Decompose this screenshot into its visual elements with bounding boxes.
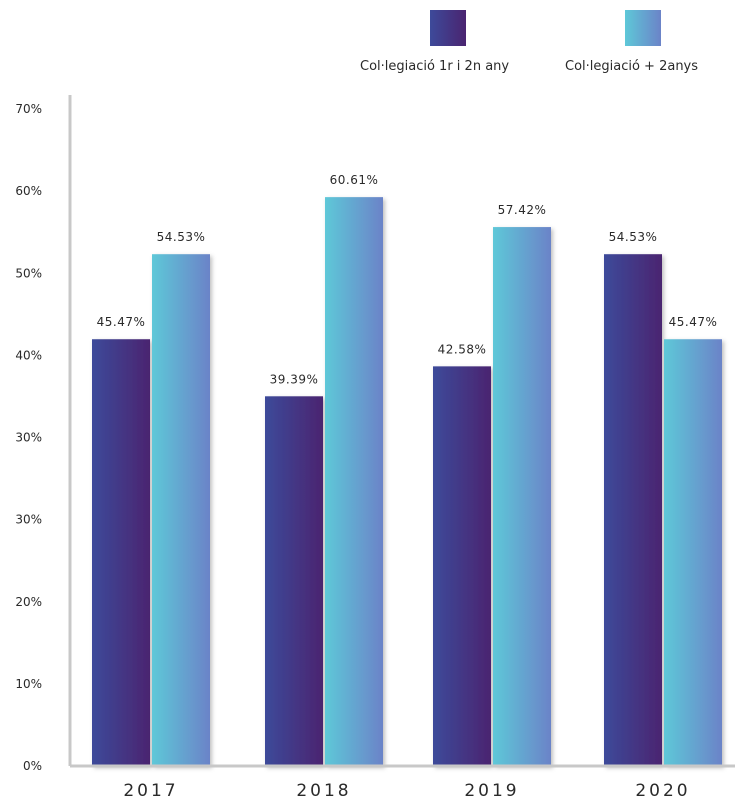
y-tick-label: 30%	[15, 431, 42, 445]
bar-series-2-2019	[493, 227, 551, 767]
data-label-series-1-2019: 42.58%	[438, 342, 487, 356]
y-tick-label: 20%	[15, 595, 42, 609]
bar-series-1-2019	[433, 366, 491, 766]
data-label-series-1-2018: 39.39%	[270, 372, 319, 386]
data-label-series-1-2017: 45.47%	[97, 315, 146, 329]
bar-series-1-2020	[604, 254, 662, 766]
x-tick-label-2018: 2018	[296, 781, 351, 799]
bars-group	[92, 197, 722, 767]
labels-group: 0% 10% 20% 30% 30% 40% 50% 60% 70% 45.47% 54.53% 20…	[15, 102, 717, 799]
y-tick-label: 70%	[15, 102, 42, 116]
data-label-series-2-2017: 54.53%	[157, 230, 206, 244]
legend-label-series-2: Col·legiació + 2anys	[565, 59, 699, 74]
x-tick-label-2020: 2020	[635, 781, 690, 799]
legend-label-series-1: Col·legiació 1r i 2n any	[360, 59, 510, 74]
bar-series-1-2018	[265, 396, 323, 766]
y-tick-label: 0%	[23, 759, 42, 773]
bar-series-2-2017	[152, 254, 210, 766]
y-tick-label: 10%	[15, 677, 42, 691]
bar-series-1-2017	[92, 339, 150, 766]
data-label-series-2-2020: 45.47%	[669, 315, 718, 329]
y-tick-label: 30%	[15, 513, 42, 527]
legend-swatch-series-1	[430, 10, 466, 46]
data-label-series-2-2019: 57.42%	[498, 203, 547, 217]
y-tick-label: 60%	[15, 184, 42, 198]
data-label-series-2-2018: 60.61%	[330, 173, 379, 187]
legend-swatch-series-2	[625, 10, 661, 46]
data-label-series-1-2020: 54.53%	[609, 230, 658, 244]
axes-group	[68, 95, 735, 768]
x-tick-label-2019: 2019	[464, 781, 519, 799]
x-tick-label-2017: 2017	[123, 781, 178, 799]
y-tick-label: 40%	[15, 348, 42, 362]
bar-series-2-2020	[664, 339, 722, 766]
y-tick-label: 50%	[15, 266, 42, 280]
bar-series-2-2018	[325, 197, 383, 767]
